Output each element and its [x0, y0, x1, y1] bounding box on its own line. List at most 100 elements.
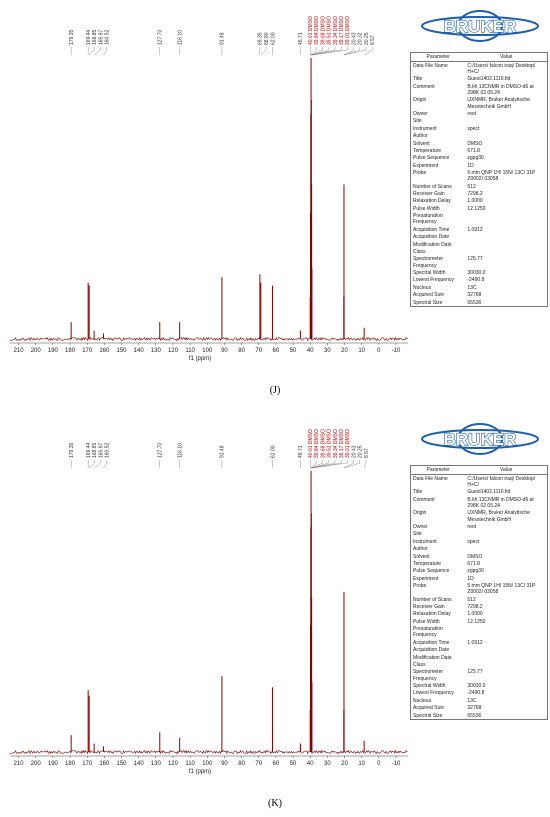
peak-label: 127.70 [158, 442, 164, 458]
x-tick-label: -10 [392, 348, 401, 354]
peak-label: 20.25 [358, 445, 364, 458]
parameter-name: Probe [413, 170, 427, 177]
label-connector [311, 47, 348, 56]
parameter-name: Lowest Frequency [413, 277, 454, 284]
label-connector [89, 47, 95, 56]
x-tick-label: 200 [31, 348, 42, 354]
parameter-name: Comment [413, 496, 435, 503]
table: Parameter Value Data File Name C:/Users/ fa… [411, 53, 547, 306]
parameter-row: Probe 5 mm QNP 1H/ 15N/ 13C/ 31P Z0002/ 0… [411, 170, 547, 184]
x-tick-label: 50 [290, 761, 297, 767]
x-tick-label: 170 [82, 348, 93, 354]
label-connector [344, 47, 367, 56]
parameter-table: Parameter Value Data File Name C:/Users/ fa… [410, 52, 548, 308]
parameter-row: Pulse Sequence zgpg30 [411, 155, 547, 162]
parameter-row: Data File Name C:/Users/ falcon iraq/ Des… [411, 62, 547, 76]
header-row: Parameter Value [411, 466, 547, 476]
parameter-value: 30030.0 [467, 683, 486, 689]
parameter-row: Temperature 671.8 [411, 560, 547, 567]
logo-ring [421, 16, 539, 36]
parameter-value: 7298.2 [467, 604, 483, 611]
header-cell: Parameter [411, 53, 466, 63]
parameter-value: Guest1402.1116.fid [467, 489, 511, 496]
logo-ring [421, 429, 539, 449]
x-tick-label: 160 [99, 761, 110, 767]
x-tick-label: 210 [14, 761, 25, 767]
table: Parameter Value Data File Name C:/Users/ fa… [411, 466, 547, 719]
x-axis-label: f1 (ppm) [189, 769, 211, 775]
parameter-value: 125.77 [467, 256, 483, 263]
parameter-row: Number of Scans 512 [411, 596, 547, 603]
label-connector [311, 460, 342, 469]
header-cell: Value [465, 53, 547, 63]
parameter-row: Experiment 1D [411, 162, 547, 169]
parameter-value: 65536 [467, 299, 482, 306]
peak-label: 39.84 DMSO [314, 16, 320, 45]
spectrum: 210 200 190 180 170 160 150 140 130 120 110 100 90 80… [9, 16, 408, 362]
peak-label: 179.35 [69, 442, 75, 458]
parameter-name: Acquired Size [413, 292, 444, 299]
peak-label: 20.43 [351, 445, 357, 458]
parameter-row: Relaxation Delay 1.0000 [411, 198, 547, 205]
parameter-row: Author [411, 546, 547, 553]
parameter-name: Site [413, 118, 422, 125]
label-connector [93, 460, 101, 469]
parameter-name: Class [413, 662, 426, 669]
peak-label: 20.43 [351, 32, 357, 45]
parameter-name: Solvent [413, 553, 430, 560]
parameter-row: Spectral Width 30030.0 [411, 682, 547, 689]
parameter-value: spect [467, 538, 480, 545]
x-tick-label: 90 [221, 761, 228, 767]
parameter-row: Nucleus 13C [411, 697, 547, 704]
parameter-row: Site [411, 118, 547, 125]
peak-label: 20.25 [364, 32, 370, 45]
x-tick-label: 150 [117, 761, 128, 767]
peak-label: 40.01 DMSO [308, 429, 314, 458]
parameter-row: Author [411, 133, 547, 140]
x-tick-label: 60 [273, 348, 280, 354]
parameter-name: Pulse Sequence [413, 568, 450, 575]
parameter-name: Class [413, 249, 426, 256]
parameter-name: Experiment [413, 162, 439, 169]
spectrum: 210 200 190 180 170 160 150 140 130 120 110 100 90 80… [9, 429, 408, 775]
parameter-value [465, 661, 547, 668]
peak-label: 169.44 [86, 442, 92, 458]
label-connector [363, 460, 367, 469]
parameter-value [465, 546, 547, 553]
parameter-value: 13C [467, 697, 477, 704]
peak-label: 45.71 [298, 32, 304, 45]
x-tick-label: 120 [168, 348, 179, 354]
parameter-row: Origin UXNMR, Bruker Analytische Messtech… [411, 97, 547, 111]
parameter-row: Spectral Size 65536 [411, 712, 547, 719]
label-connector [311, 460, 336, 469]
peak-label: 62.00 [270, 445, 276, 458]
peak-label: 127.70 [158, 29, 164, 45]
parameter-row: Origin UXNMR, Bruker Analytische Messtech… [411, 510, 547, 524]
label-connector [343, 460, 354, 469]
panel-label: (K) [268, 798, 282, 809]
parameter-value: C:/Users/ falcon iraq/ Desktop/ H+C/ [467, 62, 536, 75]
peak-label: 20.32 [358, 32, 364, 45]
x-tick-label: 100 [202, 761, 213, 767]
parameter-name: Title [413, 489, 423, 496]
peak-label: 160.52 [105, 29, 111, 45]
parameter-row: Class [411, 248, 547, 255]
x-tick-label: 180 [65, 348, 76, 354]
label-connector [311, 460, 348, 469]
parameter-row: Experiment 1D [411, 575, 547, 582]
parameter-name: Origin [413, 97, 427, 104]
parameter-name: Lowest Frequency [413, 690, 454, 697]
baseline-noise [9, 336, 408, 342]
parameter-name: Author [413, 546, 428, 553]
x-tick-label: 70 [255, 761, 262, 767]
parameter-name: Temperature [413, 147, 442, 154]
parameter-name: Relaxation Delay [413, 198, 451, 205]
label-connector [343, 47, 360, 56]
x-tick-label: 0 [377, 761, 381, 767]
parameter-name: Nucleus [413, 697, 432, 704]
parameter-value: -2490.8 [467, 277, 485, 284]
parameter-value: 32768 [467, 292, 482, 299]
parameter-row: Acquired Size 32768 [411, 292, 547, 299]
x-tick-label: 30 [324, 348, 331, 354]
x-tick-label: 30 [324, 761, 331, 767]
